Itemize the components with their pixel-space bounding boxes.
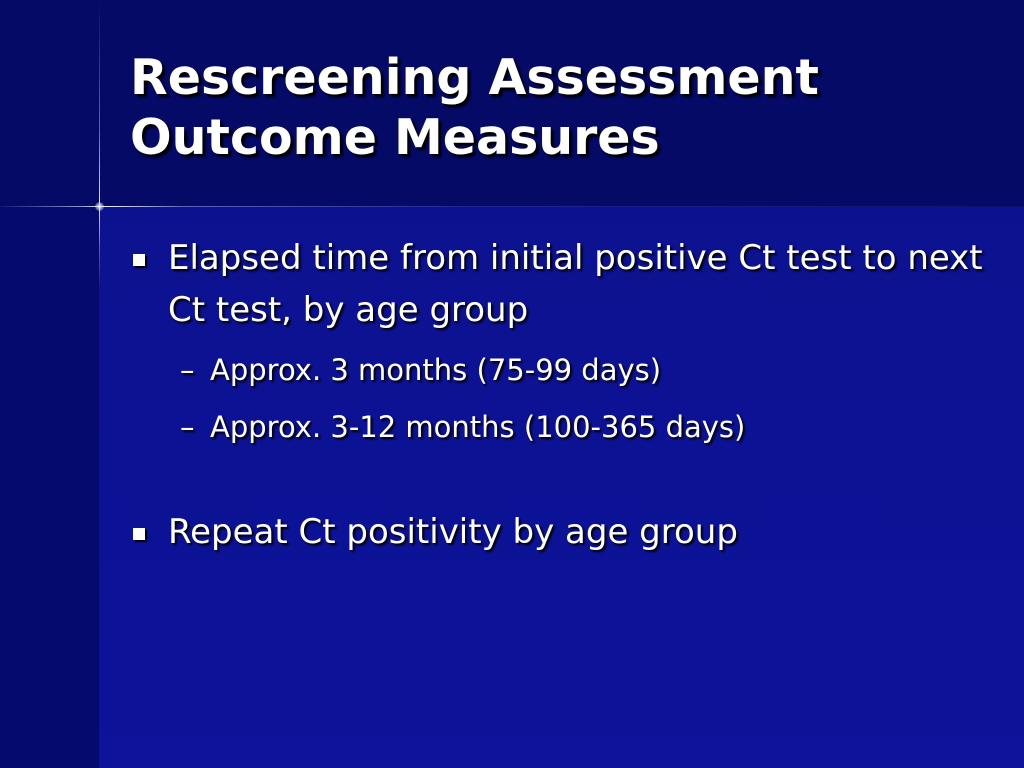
square-bullet-icon <box>133 528 145 540</box>
sub-item-text: Approx. 3-12 months (100-365 days) <box>210 410 746 444</box>
decorative-vertical-line <box>99 0 100 290</box>
bullet-text: Repeat Ct positivity by age group <box>168 512 738 552</box>
decorative-horizontal-line <box>0 206 1024 207</box>
content-area <box>99 207 1024 768</box>
bullet-text: Elapsed time from initial positive Ct te… <box>168 238 983 330</box>
title-band <box>0 0 1024 207</box>
sub-item-3-months: – Approx. 3 months (75-99 days) <box>168 342 1000 399</box>
square-bullet-icon <box>133 254 145 266</box>
sub-bullet-list: – Approx. 3 months (75-99 days) – Approx… <box>168 342 1000 456</box>
dash-icon: – <box>180 410 195 444</box>
sub-item-text: Approx. 3 months (75-99 days) <box>210 353 662 387</box>
slide-title: Rescreening Assessment Outcome Measures <box>130 48 1010 168</box>
title-line-2: Outcome Measures <box>130 109 660 166</box>
title-line-1: Rescreening Assessment <box>130 49 819 106</box>
bullet-spacer <box>130 456 1000 506</box>
sparkle-icon <box>95 202 104 211</box>
bullet-item-elapsed-time: Elapsed time from initial positive Ct te… <box>130 232 1000 456</box>
dash-icon: – <box>180 353 195 387</box>
sub-item-3-12-months: – Approx. 3-12 months (100-365 days) <box>168 399 1000 456</box>
bullet-list: Elapsed time from initial positive Ct te… <box>130 232 1000 558</box>
bullet-item-repeat-positivity: Repeat Ct positivity by age group <box>130 506 1000 558</box>
left-band <box>0 207 99 768</box>
